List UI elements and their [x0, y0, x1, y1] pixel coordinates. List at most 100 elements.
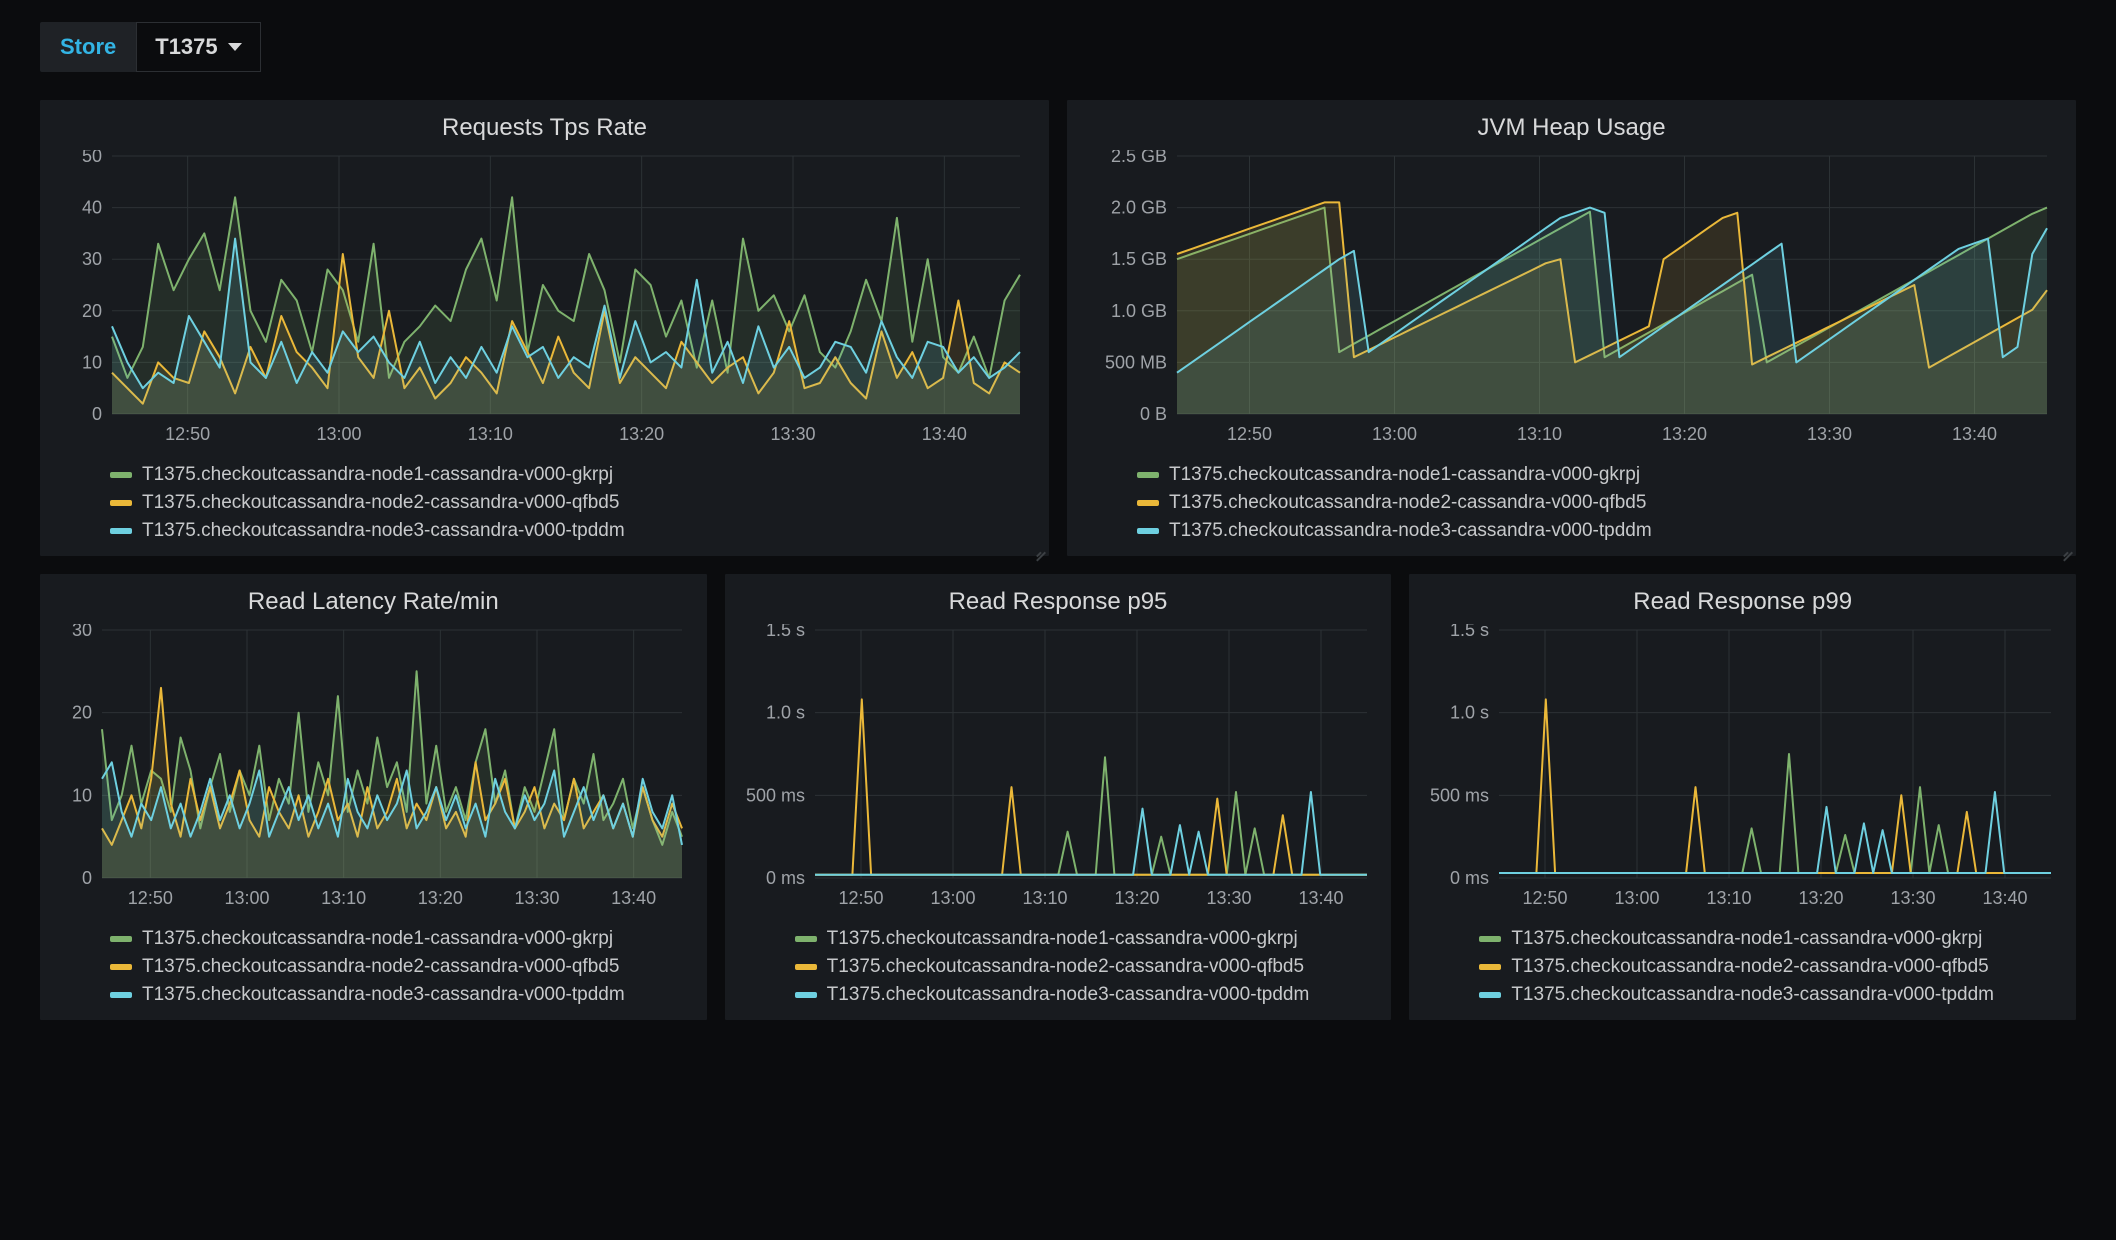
chart-area[interactable]: 0 ms500 ms1.0 s1.5 s12:5013:0013:1013:20… [1409, 624, 2076, 914]
legend-item[interactable]: T1375.checkoutcassandra-node2-cassandra-… [110, 492, 1049, 514]
svg-text:13:30: 13:30 [1891, 888, 1936, 908]
chart-area[interactable]: 010203012:5013:0013:1013:2013:3013:40 [40, 624, 707, 914]
legend-label: T1375.checkoutcassandra-node2-cassandra-… [142, 492, 619, 514]
legend-label: T1375.checkoutcassandra-node1-cassandra-… [827, 928, 1298, 950]
svg-text:13:10: 13:10 [1022, 888, 1067, 908]
panel-title: Read Latency Rate/min [40, 574, 707, 624]
panel-requests-tps: Requests Tps Rate 0102030405012:5013:001… [40, 100, 1049, 556]
legend-label: T1375.checkoutcassandra-node2-cassandra-… [827, 956, 1304, 978]
legend-swatch-icon [795, 964, 817, 970]
variable-toolbar: Store T1375 [0, 0, 2116, 72]
svg-text:30: 30 [82, 249, 102, 269]
legend-item[interactable]: T1375.checkoutcassandra-node3-cassandra-… [1479, 984, 2076, 1006]
svg-text:13:30: 13:30 [1206, 888, 1251, 908]
legend-swatch-icon [1137, 528, 1159, 534]
legend-item[interactable]: T1375.checkoutcassandra-node3-cassandra-… [110, 984, 707, 1006]
legend-swatch-icon [110, 500, 132, 506]
svg-text:12:50: 12:50 [1227, 424, 1272, 444]
legend-label: T1375.checkoutcassandra-node1-cassandra-… [1169, 464, 1640, 486]
chart-area[interactable]: 0102030405012:5013:0013:1013:2013:3013:4… [40, 150, 1049, 450]
svg-text:13:20: 13:20 [1799, 888, 1844, 908]
resize-handle-icon[interactable] [2059, 539, 2073, 553]
legend-item[interactable]: T1375.checkoutcassandra-node3-cassandra-… [1137, 520, 2076, 542]
legend-swatch-icon [1137, 500, 1159, 506]
legend: T1375.checkoutcassandra-node1-cassandra-… [1067, 450, 2076, 548]
legend-swatch-icon [110, 964, 132, 970]
legend-item[interactable]: T1375.checkoutcassandra-node1-cassandra-… [110, 928, 707, 950]
resize-handle-icon[interactable] [1032, 539, 1046, 553]
chart-area[interactable]: 0 ms500 ms1.0 s1.5 s12:5013:0013:1013:20… [725, 624, 1392, 914]
legend-item[interactable]: T1375.checkoutcassandra-node3-cassandra-… [110, 520, 1049, 542]
svg-text:500 MB: 500 MB [1105, 352, 1167, 372]
legend-item[interactable]: T1375.checkoutcassandra-node2-cassandra-… [795, 956, 1392, 978]
svg-text:13:10: 13:10 [468, 424, 513, 444]
svg-text:1.5 s: 1.5 s [1450, 624, 1489, 640]
legend-swatch-icon [110, 936, 132, 942]
svg-text:20: 20 [72, 703, 92, 723]
svg-text:20: 20 [82, 301, 102, 321]
legend: T1375.checkoutcassandra-node1-cassandra-… [40, 914, 707, 1012]
svg-text:13:40: 13:40 [1952, 424, 1997, 444]
svg-text:0 ms: 0 ms [766, 868, 805, 888]
legend-label: T1375.checkoutcassandra-node2-cassandra-… [1169, 492, 1646, 514]
svg-text:13:20: 13:20 [1114, 888, 1159, 908]
svg-text:0 ms: 0 ms [1450, 868, 1489, 888]
legend-item[interactable]: T1375.checkoutcassandra-node2-cassandra-… [110, 956, 707, 978]
svg-text:1.0 s: 1.0 s [1450, 703, 1489, 723]
panel-read-p99: Read Response p99 0 ms500 ms1.0 s1.5 s12… [1409, 574, 2076, 1020]
legend-swatch-icon [110, 472, 132, 478]
svg-text:13:30: 13:30 [770, 424, 815, 444]
svg-text:13:20: 13:20 [418, 888, 463, 908]
panel-jvm-heap: JVM Heap Usage 0 B500 MB1.0 GB1.5 GB2.0 … [1067, 100, 2076, 556]
legend-label: T1375.checkoutcassandra-node3-cassandra-… [827, 984, 1310, 1006]
svg-text:12:50: 12:50 [165, 424, 210, 444]
panel-read-p95: Read Response p95 0 ms500 ms1.0 s1.5 s12… [725, 574, 1392, 1020]
svg-text:0: 0 [92, 404, 102, 424]
svg-text:30: 30 [72, 624, 92, 640]
legend-swatch-icon [1479, 964, 1501, 970]
svg-text:13:00: 13:00 [930, 888, 975, 908]
legend: T1375.checkoutcassandra-node1-cassandra-… [725, 914, 1392, 1012]
legend-item[interactable]: T1375.checkoutcassandra-node1-cassandra-… [1137, 464, 2076, 486]
svg-text:13:40: 13:40 [611, 888, 656, 908]
legend-item[interactable]: T1375.checkoutcassandra-node2-cassandra-… [1479, 956, 2076, 978]
svg-text:13:40: 13:40 [1298, 888, 1343, 908]
svg-text:13:20: 13:20 [619, 424, 664, 444]
store-variable-value: T1375 [155, 34, 217, 60]
chart-area[interactable]: 0 B500 MB1.0 GB1.5 GB2.0 GB2.5 GB12:5013… [1067, 150, 2076, 450]
svg-text:10: 10 [82, 352, 102, 372]
svg-text:40: 40 [82, 198, 102, 218]
svg-text:1.5 GB: 1.5 GB [1111, 249, 1167, 269]
legend-swatch-icon [110, 528, 132, 534]
panel-title: Requests Tps Rate [40, 100, 1049, 150]
panel-read-latency: Read Latency Rate/min 010203012:5013:001… [40, 574, 707, 1020]
legend-item[interactable]: T1375.checkoutcassandra-node1-cassandra-… [110, 464, 1049, 486]
legend-item[interactable]: T1375.checkoutcassandra-node3-cassandra-… [795, 984, 1392, 1006]
svg-text:13:10: 13:10 [1517, 424, 1562, 444]
legend-swatch-icon [795, 992, 817, 998]
legend-item[interactable]: T1375.checkoutcassandra-node1-cassandra-… [795, 928, 1392, 950]
legend-item[interactable]: T1375.checkoutcassandra-node1-cassandra-… [1479, 928, 2076, 950]
legend-swatch-icon [1479, 992, 1501, 998]
svg-text:13:30: 13:30 [1807, 424, 1852, 444]
legend-swatch-icon [1137, 472, 1159, 478]
legend-label: T1375.checkoutcassandra-node1-cassandra-… [1511, 928, 1982, 950]
legend-swatch-icon [110, 992, 132, 998]
legend: T1375.checkoutcassandra-node1-cassandra-… [40, 450, 1049, 548]
svg-text:2.5 GB: 2.5 GB [1111, 150, 1167, 166]
svg-text:1.0 GB: 1.0 GB [1111, 301, 1167, 321]
svg-text:0: 0 [82, 868, 92, 888]
store-variable-select[interactable]: T1375 [136, 22, 260, 72]
svg-text:50: 50 [82, 150, 102, 166]
legend-label: T1375.checkoutcassandra-node3-cassandra-… [142, 520, 625, 542]
legend-label: T1375.checkoutcassandra-node3-cassandra-… [142, 984, 625, 1006]
legend-label: T1375.checkoutcassandra-node1-cassandra-… [142, 464, 613, 486]
svg-text:12:50: 12:50 [1523, 888, 1568, 908]
legend-swatch-icon [1479, 936, 1501, 942]
svg-text:13:00: 13:00 [1615, 888, 1660, 908]
svg-text:500 ms: 500 ms [746, 785, 805, 805]
svg-text:2.0 GB: 2.0 GB [1111, 198, 1167, 218]
svg-text:13:00: 13:00 [224, 888, 269, 908]
legend-item[interactable]: T1375.checkoutcassandra-node2-cassandra-… [1137, 492, 2076, 514]
svg-text:1.0 s: 1.0 s [766, 703, 805, 723]
